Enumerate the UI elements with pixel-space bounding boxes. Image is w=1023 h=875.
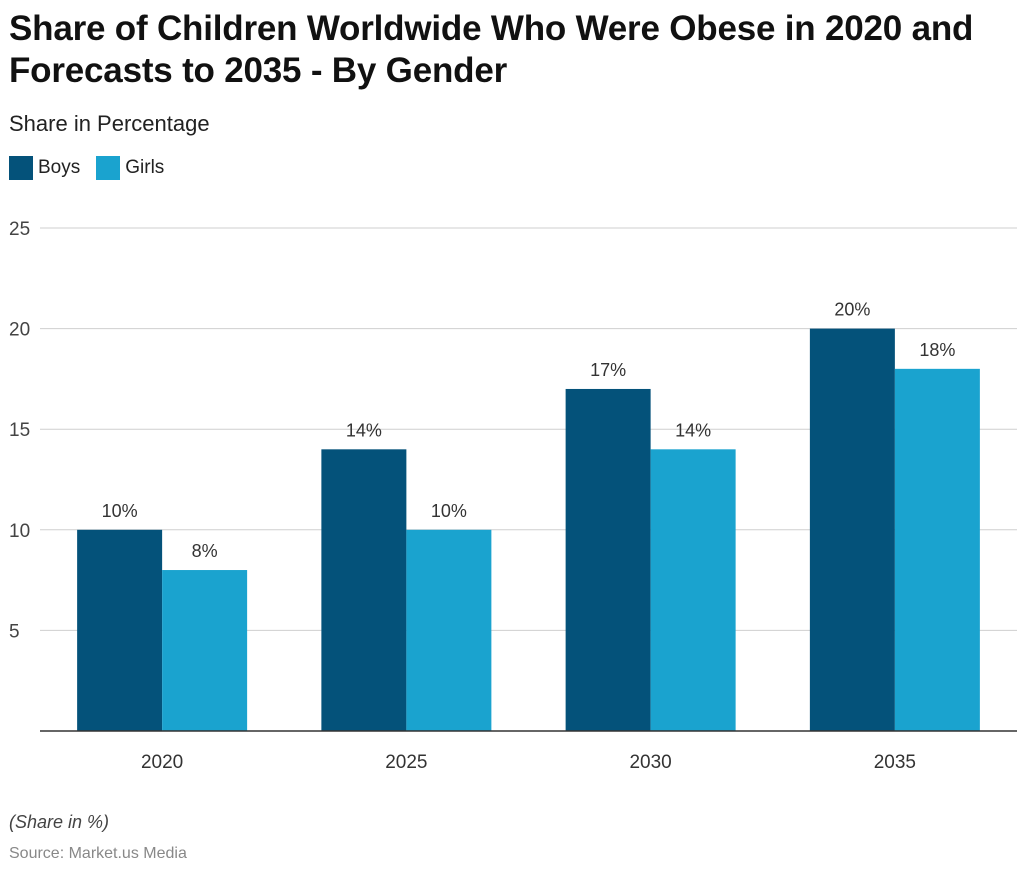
x-tick-label-2035: 2035	[874, 752, 916, 773]
data-label-boys-2025: 14%	[346, 420, 382, 440]
bar-boys-2035	[809, 328, 895, 731]
y-tick-label-20: 20	[9, 320, 30, 341]
source-note: Source: Market.us Media	[9, 845, 187, 862]
legend-swatch-girls	[96, 156, 121, 180]
legend: Boys Girls	[9, 156, 180, 180]
data-label-girls-2020: 8%	[192, 541, 218, 561]
data-label-girls-2025: 10%	[431, 501, 467, 521]
bar-girls-2025	[406, 529, 492, 731]
y-tick-label-25: 25	[9, 219, 30, 240]
x-tick-label-2030: 2030	[629, 752, 671, 773]
bar-boys-2025	[321, 449, 407, 731]
legend-item-boys: Boys	[9, 156, 80, 180]
x-tick-label-2025: 2025	[385, 752, 427, 773]
legend-item-girls: Girls	[96, 156, 164, 180]
y-tick-label-5: 5	[9, 621, 20, 642]
data-label-boys-2035: 20%	[834, 300, 870, 320]
bar-girls-2020	[162, 570, 248, 731]
y-tick-label-10: 10	[9, 521, 30, 542]
bar-boys-2030	[565, 388, 651, 731]
bar-girls-2035	[894, 368, 980, 731]
chart-title: Share of Children Worldwide Who Were Obe…	[9, 9, 974, 90]
legend-label-boys: Boys	[38, 157, 81, 178]
y-tick-label-15: 15	[9, 420, 30, 441]
chart-subtitle: Share in Percentage	[9, 111, 210, 136]
legend-label-girls: Girls	[125, 157, 165, 178]
bar-girls-2030	[650, 449, 736, 731]
x-tick-label-2020: 2020	[141, 752, 183, 773]
data-label-girls-2035: 18%	[919, 340, 955, 360]
footnote: (Share in %)	[9, 812, 110, 832]
data-label-girls-2030: 14%	[675, 420, 711, 440]
legend-swatch-boys	[9, 156, 33, 180]
data-label-boys-2030: 17%	[590, 360, 626, 380]
bar-boys-2020	[77, 529, 163, 731]
data-label-boys-2020: 10%	[102, 501, 138, 521]
